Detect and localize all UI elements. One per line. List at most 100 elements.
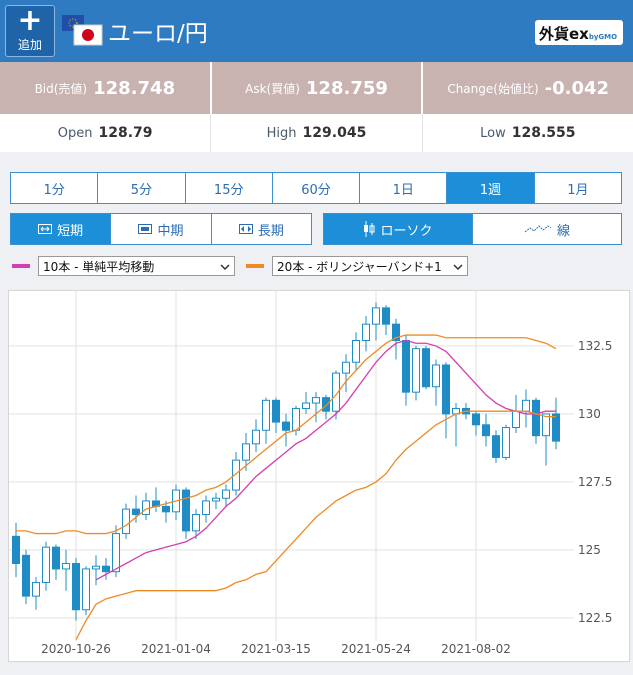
tab-button[interactable]: 長期 [210,214,311,244]
tab-button[interactable]: 中期 [110,214,210,244]
ohlc-cell-value: 128.555 [511,125,576,141]
ohlc-cell-value: 129.045 [302,125,367,141]
candle-body [362,323,370,341]
tab-label: 中期 [157,223,184,239]
tab-button[interactable]: ローソク [324,214,472,244]
ohlc-cell: Open 128.79 [0,114,210,152]
ohlc-cell-label: Low [480,125,506,141]
quote-cell-value: 128.748 [93,77,176,99]
indicator-swatch [12,264,30,268]
candle-body [402,339,410,393]
quote-cell: Ask(買値) 128.759 [209,62,422,114]
candle-body [472,413,480,426]
indicator-select[interactable]: 20本 - ボリンジャーバンド+1 [272,256,468,276]
candle-body [372,307,380,325]
candle-body [262,399,270,431]
tab-label: 長期 [257,223,284,239]
ohlc-cell-label: Open [57,125,93,141]
candle-body [272,399,280,423]
tab-label: 1分 [43,182,65,198]
x-tick-label: 2020-10-26 [41,642,111,656]
indicator-swatch [246,264,264,268]
candle-body [322,397,330,412]
tab-button[interactable]: 1分 [11,173,97,203]
tab-icon [524,224,552,234]
tab-label: 線 [556,223,570,239]
tab-label: 60分 [301,182,331,198]
band-line [16,334,557,535]
candle-body [512,410,520,429]
candle-body [22,554,30,597]
candle-body [252,429,260,445]
candle-body [212,497,220,502]
candle-body [312,397,320,404]
tab-icon [138,224,153,234]
ohlc-cell: High 129.045 [210,114,421,152]
candle-body [202,500,210,516]
candle-body [102,565,110,573]
tab-label: 1月 [567,182,589,198]
candle-body [382,307,390,325]
candle-body [182,489,190,532]
candle-body [492,435,500,458]
y-tick-label: 125 [578,543,601,557]
candle-body [522,399,530,412]
quote-cell-label: Ask(買値) [245,81,300,96]
style-tabs: ローソク 線 [323,213,622,245]
candle-body [422,348,430,388]
x-tick-label: 2021-01-04 [141,642,211,656]
candle-body [112,533,120,573]
candle-body [392,323,400,341]
candle-body [282,421,290,431]
plus-icon: + [17,3,43,38]
candle-body [62,562,70,570]
candle-body [42,546,50,584]
chart-box: 122.5 125 127.5 130 132.5 2020-10-26 2021-01-0… [8,290,630,662]
tab-label: 1日 [392,182,414,198]
tab-button[interactable]: 15分 [184,173,272,203]
candle-body [222,489,230,499]
timeframe-tabs: 1分 5分 15分 60分 1日 1週 1月 [10,172,622,204]
tab-icon [238,224,253,234]
tab-label: 1週 [479,182,502,198]
candle-body [132,508,140,516]
candle-body [32,582,40,597]
candle-body [292,407,300,431]
header: + 追加 ユーロ/円 外貨exbyGMO [0,0,633,62]
candle-body [232,459,240,491]
tab-button[interactable]: 1日 [359,173,446,203]
ohlc-cell-value: 128.79 [98,125,153,141]
tab-icon [363,221,375,237]
select-arrow [453,259,463,273]
candle-body [532,399,540,437]
tab-button[interactable]: 60分 [271,173,359,203]
tab-button[interactable]: 線 [472,214,621,244]
y-tick-label: 127.5 [578,475,612,489]
y-tick-label: 130 [578,407,601,421]
ohlc-row: Open 128.79 High 129.045 Low 128.555 [0,114,633,152]
tab-button[interactable]: 1週 [446,173,534,203]
tab-button[interactable]: 1月 [533,173,621,203]
pair-title: ユーロ/円 [108,21,208,47]
candle-body [332,372,340,412]
indicator-select[interactable]: 10本 - 単純平均移動 [38,256,235,276]
y-tick-label: 132.5 [578,339,612,353]
candle-body [502,427,510,458]
tab-button[interactable]: 短期 [11,214,111,244]
candle-body [442,364,450,415]
logo-text: 外貨ex [539,25,589,43]
band-line [75,410,556,640]
quote-cell-value: 128.759 [305,77,388,99]
tab-button[interactable]: 5分 [97,173,184,203]
tab-label: 短期 [57,223,84,239]
term-tabs: 短期 中期 長期 [10,213,312,245]
add-label: 追加 [17,38,42,52]
indicator-name: 20本 - ボリンジャーバンド+1 [277,259,442,274]
logo: 外貨exbyGMO [535,20,623,45]
chart: 122.5 125 127.5 130 132.5 2020-10-26 2021-01-0… [9,291,612,656]
x-tick-label: 2021-08-02 [441,642,511,656]
moving-average-line [95,339,556,581]
candle-body [82,568,90,611]
add-button[interactable]: + 追加 [5,5,55,57]
